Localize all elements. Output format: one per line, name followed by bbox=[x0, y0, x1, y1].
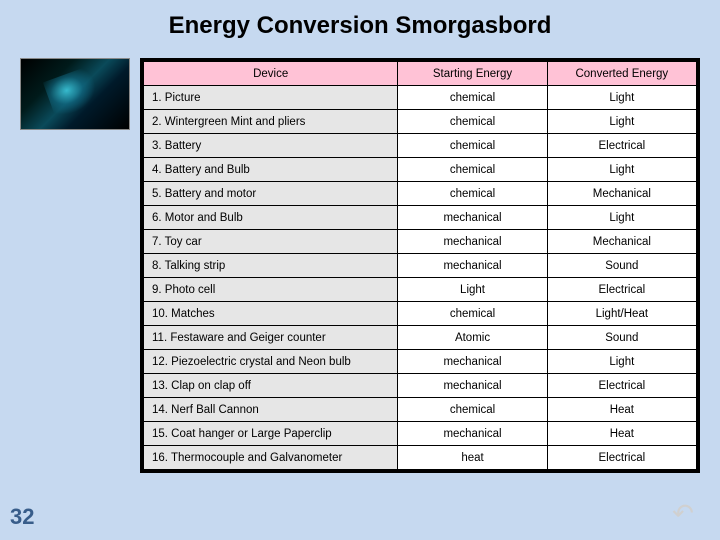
cell-converted: Sound bbox=[547, 326, 696, 350]
cell-device: 11. Festaware and Geiger counter bbox=[144, 326, 398, 350]
cell-starting: Light bbox=[398, 278, 547, 302]
page-number: 32 bbox=[10, 504, 34, 530]
cell-device: 6. Motor and Bulb bbox=[144, 206, 398, 230]
table-row: 16. Thermocouple and GalvanometerheatEle… bbox=[144, 446, 697, 470]
cell-device: 7. Toy car bbox=[144, 230, 398, 254]
cell-device: 12. Piezoelectric crystal and Neon bulb bbox=[144, 350, 398, 374]
cell-converted: Mechanical bbox=[547, 230, 696, 254]
cell-converted: Heat bbox=[547, 398, 696, 422]
table-row: 13. Clap on clap offmechanicalElectrical bbox=[144, 374, 697, 398]
table-row: 4. Battery and BulbchemicalLight bbox=[144, 158, 697, 182]
table-row: 5. Battery and motorchemicalMechanical bbox=[144, 182, 697, 206]
cell-starting: chemical bbox=[398, 182, 547, 206]
cell-converted: Light/Heat bbox=[547, 302, 696, 326]
header-starting: Starting Energy bbox=[398, 62, 547, 86]
table-header-row: Device Starting Energy Converted Energy bbox=[144, 62, 697, 86]
content-area: Device Starting Energy Converted Energy … bbox=[20, 58, 700, 473]
cell-device: 10. Matches bbox=[144, 302, 398, 326]
cell-converted: Electrical bbox=[547, 278, 696, 302]
table-row: 12. Piezoelectric crystal and Neon bulbm… bbox=[144, 350, 697, 374]
table-row: 8. Talking stripmechanicalSound bbox=[144, 254, 697, 278]
header-device: Device bbox=[144, 62, 398, 86]
cell-device: 14. Nerf Ball Cannon bbox=[144, 398, 398, 422]
cell-converted: Electrical bbox=[547, 134, 696, 158]
cell-starting: chemical bbox=[398, 302, 547, 326]
cell-starting: mechanical bbox=[398, 350, 547, 374]
cell-starting: mechanical bbox=[398, 230, 547, 254]
table-row: 1. PicturechemicalLight bbox=[144, 86, 697, 110]
cell-device: 8. Talking strip bbox=[144, 254, 398, 278]
cell-converted: Light bbox=[547, 206, 696, 230]
cell-starting: mechanical bbox=[398, 206, 547, 230]
table-row: 6. Motor and BulbmechanicalLight bbox=[144, 206, 697, 230]
cell-device: 16. Thermocouple and Galvanometer bbox=[144, 446, 398, 470]
cell-starting: chemical bbox=[398, 398, 547, 422]
cell-device: 1. Picture bbox=[144, 86, 398, 110]
cell-starting: chemical bbox=[398, 158, 547, 182]
return-icon[interactable]: ↶ bbox=[666, 498, 700, 528]
energy-table-wrapper: Device Starting Energy Converted Energy … bbox=[140, 58, 700, 473]
slide-title: Energy Conversion Smorgasbord bbox=[0, 0, 720, 48]
cell-converted: Light bbox=[547, 110, 696, 134]
table-row: 10. MatcheschemicalLight/Heat bbox=[144, 302, 697, 326]
energy-conversion-table: Device Starting Energy Converted Energy … bbox=[143, 61, 697, 470]
illustration-image bbox=[20, 58, 130, 130]
cell-starting: mechanical bbox=[398, 254, 547, 278]
cell-converted: Light bbox=[547, 350, 696, 374]
cell-starting: chemical bbox=[398, 86, 547, 110]
cell-starting: mechanical bbox=[398, 374, 547, 398]
cell-converted: Electrical bbox=[547, 374, 696, 398]
cell-starting: chemical bbox=[398, 110, 547, 134]
cell-converted: Light bbox=[547, 86, 696, 110]
cell-device: 3. Battery bbox=[144, 134, 398, 158]
cell-device: 5. Battery and motor bbox=[144, 182, 398, 206]
table-row: 15. Coat hanger or Large Paperclipmechan… bbox=[144, 422, 697, 446]
cell-starting: chemical bbox=[398, 134, 547, 158]
cell-device: 4. Battery and Bulb bbox=[144, 158, 398, 182]
table-row: 9. Photo cellLightElectrical bbox=[144, 278, 697, 302]
table-row: 2. Wintergreen Mint and plierschemicalLi… bbox=[144, 110, 697, 134]
cell-device: 13. Clap on clap off bbox=[144, 374, 398, 398]
table-row: 7. Toy carmechanicalMechanical bbox=[144, 230, 697, 254]
cell-converted: Mechanical bbox=[547, 182, 696, 206]
cell-device: 9. Photo cell bbox=[144, 278, 398, 302]
table-row: 14. Nerf Ball CannonchemicalHeat bbox=[144, 398, 697, 422]
cell-device: 15. Coat hanger or Large Paperclip bbox=[144, 422, 398, 446]
table-body: 1. PicturechemicalLight2. Wintergreen Mi… bbox=[144, 86, 697, 470]
cell-converted: Heat bbox=[547, 422, 696, 446]
cell-converted: Electrical bbox=[547, 446, 696, 470]
cell-starting: Atomic bbox=[398, 326, 547, 350]
cell-converted: Sound bbox=[547, 254, 696, 278]
cell-device: 2. Wintergreen Mint and pliers bbox=[144, 110, 398, 134]
header-converted: Converted Energy bbox=[547, 62, 696, 86]
cell-starting: heat bbox=[398, 446, 547, 470]
cell-converted: Light bbox=[547, 158, 696, 182]
table-row: 3. BatterychemicalElectrical bbox=[144, 134, 697, 158]
cell-starting: mechanical bbox=[398, 422, 547, 446]
table-row: 11. Festaware and Geiger counterAtomicSo… bbox=[144, 326, 697, 350]
